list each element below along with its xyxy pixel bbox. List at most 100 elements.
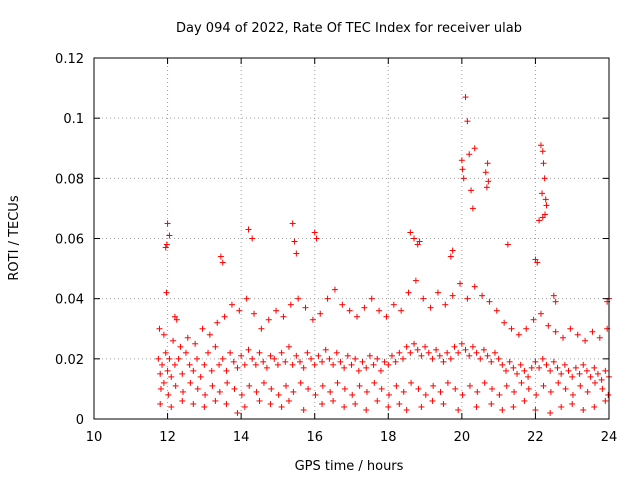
data-point bbox=[293, 352, 300, 359]
data-point bbox=[558, 403, 565, 410]
data-point bbox=[511, 388, 518, 395]
data-point bbox=[449, 292, 456, 299]
data-point bbox=[390, 301, 397, 308]
data-point bbox=[539, 148, 546, 155]
data-point bbox=[180, 388, 187, 395]
data-point bbox=[300, 406, 307, 413]
data-point bbox=[324, 295, 331, 302]
data-point bbox=[540, 382, 547, 389]
data-point bbox=[582, 337, 589, 344]
data-point bbox=[305, 385, 312, 392]
data-point bbox=[258, 325, 265, 332]
data-point bbox=[493, 307, 500, 314]
data-point bbox=[480, 346, 487, 353]
data-point bbox=[574, 331, 581, 338]
data-point bbox=[313, 235, 320, 242]
data-point bbox=[587, 373, 594, 380]
data-point bbox=[249, 355, 256, 362]
data-point bbox=[495, 355, 502, 362]
data-point bbox=[589, 328, 596, 335]
y-tick-label: 0.1 bbox=[63, 112, 84, 127]
data-point bbox=[499, 361, 506, 368]
y-axis-label: ROTI / TECUs bbox=[7, 195, 22, 280]
data-point bbox=[361, 304, 368, 311]
data-point bbox=[160, 379, 167, 386]
data-point bbox=[302, 304, 309, 311]
data-point bbox=[155, 355, 162, 362]
data-points bbox=[155, 94, 612, 416]
data-point bbox=[400, 388, 407, 395]
data-point bbox=[458, 157, 465, 164]
x-tick-label: 14 bbox=[233, 430, 250, 445]
y-tick-label: 0 bbox=[76, 413, 84, 428]
data-point bbox=[455, 406, 462, 413]
data-point bbox=[209, 382, 216, 389]
data-point bbox=[572, 364, 579, 371]
data-point bbox=[282, 358, 289, 365]
data-point bbox=[602, 397, 609, 404]
data-point bbox=[333, 349, 340, 356]
data-point bbox=[241, 361, 248, 368]
data-point bbox=[304, 349, 311, 356]
data-point bbox=[164, 220, 171, 227]
data-point bbox=[560, 334, 567, 341]
data-point bbox=[236, 307, 243, 314]
x-axis-label: GPS time / hours bbox=[295, 459, 404, 474]
data-point bbox=[506, 358, 513, 365]
data-point bbox=[411, 340, 418, 347]
data-point bbox=[168, 373, 175, 380]
data-point bbox=[565, 367, 572, 374]
x-tick-label: 20 bbox=[454, 430, 471, 445]
data-point bbox=[352, 400, 359, 407]
data-point bbox=[249, 235, 256, 242]
data-point bbox=[234, 409, 241, 416]
data-point bbox=[346, 307, 353, 314]
data-point bbox=[164, 367, 171, 374]
data-point bbox=[291, 238, 298, 245]
data-point bbox=[165, 391, 172, 398]
data-point bbox=[591, 403, 598, 410]
data-point bbox=[289, 220, 296, 227]
data-point bbox=[449, 247, 456, 254]
data-point bbox=[459, 391, 466, 398]
data-point bbox=[483, 184, 490, 191]
y-tick-label: 0.12 bbox=[55, 52, 84, 67]
data-point bbox=[267, 400, 274, 407]
data-point bbox=[156, 325, 163, 332]
data-point bbox=[525, 385, 532, 392]
y-tick-label: 0.02 bbox=[55, 353, 84, 368]
data-point bbox=[462, 346, 469, 353]
data-point bbox=[462, 94, 469, 101]
data-point bbox=[543, 202, 550, 209]
data-point bbox=[414, 346, 421, 353]
data-point bbox=[466, 151, 473, 158]
data-point bbox=[569, 391, 576, 398]
data-point bbox=[201, 403, 208, 410]
x-tick-label: 12 bbox=[159, 430, 176, 445]
data-point bbox=[580, 361, 587, 368]
data-point bbox=[363, 388, 370, 395]
data-point bbox=[268, 385, 275, 392]
data-point bbox=[337, 358, 344, 365]
data-point bbox=[201, 361, 208, 368]
data-point bbox=[243, 295, 250, 302]
data-point bbox=[484, 160, 491, 167]
data-point bbox=[477, 355, 484, 362]
data-point bbox=[344, 352, 351, 359]
data-point bbox=[160, 331, 167, 338]
data-point bbox=[523, 325, 530, 332]
data-point bbox=[434, 289, 441, 296]
data-point bbox=[348, 361, 355, 368]
data-point bbox=[537, 310, 544, 317]
data-point bbox=[234, 364, 241, 371]
data-point bbox=[192, 340, 199, 347]
data-point bbox=[214, 319, 221, 326]
data-point bbox=[341, 403, 348, 410]
x-tick-label: 22 bbox=[527, 430, 544, 445]
data-point bbox=[374, 355, 381, 362]
data-point bbox=[499, 406, 506, 413]
data-point bbox=[163, 289, 170, 296]
data-point bbox=[510, 403, 517, 410]
data-point bbox=[170, 337, 177, 344]
